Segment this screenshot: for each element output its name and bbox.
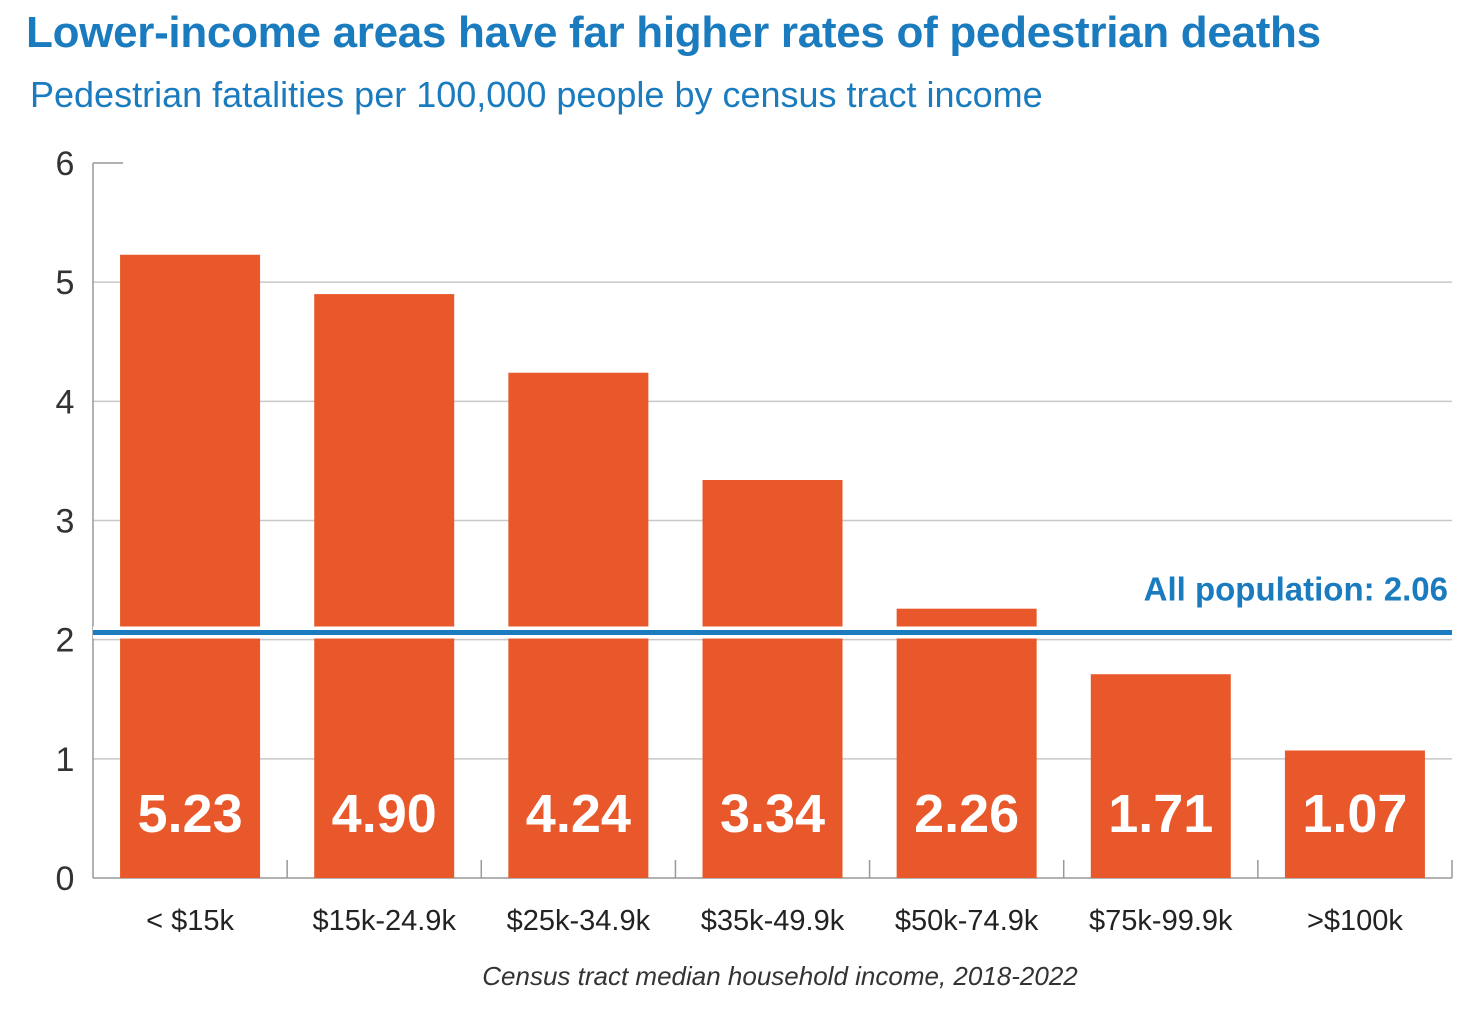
y-tick-label-6: 6	[56, 145, 75, 183]
y-tick-label-0: 0	[56, 860, 75, 898]
category-label-6: >$100k	[1307, 905, 1403, 937]
category-label-1: $15k-24.9k	[312, 905, 456, 937]
y-tick-label-3: 3	[56, 503, 75, 541]
bar-1	[314, 294, 455, 878]
bar-value-label-6: 1.07	[1302, 784, 1407, 844]
bar-4	[896, 608, 1037, 878]
category-label-2: $25k-34.9k	[507, 905, 651, 937]
category-label-5: $75k-99.9k	[1089, 905, 1233, 937]
bar-value-label-4: 2.26	[914, 784, 1019, 844]
y-tick-label-5: 5	[56, 264, 75, 302]
bar-value-label-2: 4.24	[526, 784, 631, 844]
y-tick-label-4: 4	[56, 383, 75, 421]
bar-2	[508, 372, 649, 878]
category-label-0: < $15k	[146, 905, 234, 937]
bar-5	[1090, 674, 1231, 878]
bar-value-label-0: 5.23	[138, 784, 243, 844]
bar-value-label-3: 3.34	[720, 784, 825, 844]
x-axis-title: Census tract median household income, 20…	[482, 961, 1078, 991]
reference-line-group: All population: 2.06	[93, 571, 1452, 639]
chart-subtitle: Pedestrian fatalities per 100,000 people…	[30, 74, 1043, 115]
reference-line-label: All population: 2.06	[1144, 571, 1448, 608]
y-tick-label-2: 2	[56, 622, 75, 660]
bar-value-labels: 5.23 4.90 4.24 3.34 2.26 1.71 1.07	[138, 784, 1408, 844]
bar-value-label-5: 1.71	[1108, 784, 1213, 844]
category-label-4: $50k-74.9k	[895, 905, 1039, 937]
bar-0	[120, 254, 261, 879]
bar-3	[702, 479, 843, 878]
bar-6	[1284, 750, 1425, 878]
y-tick-label-1: 1	[56, 741, 75, 779]
chart-title: Lower-income areas have far higher rates…	[26, 8, 1321, 57]
category-labels: < $15k $15k-24.9k $25k-34.9k $35k-49.9k $50k…	[146, 905, 1403, 937]
bars	[120, 254, 1425, 879]
category-label-3: $35k-49.9k	[701, 905, 845, 937]
bar-value-label-1: 4.90	[332, 784, 437, 844]
